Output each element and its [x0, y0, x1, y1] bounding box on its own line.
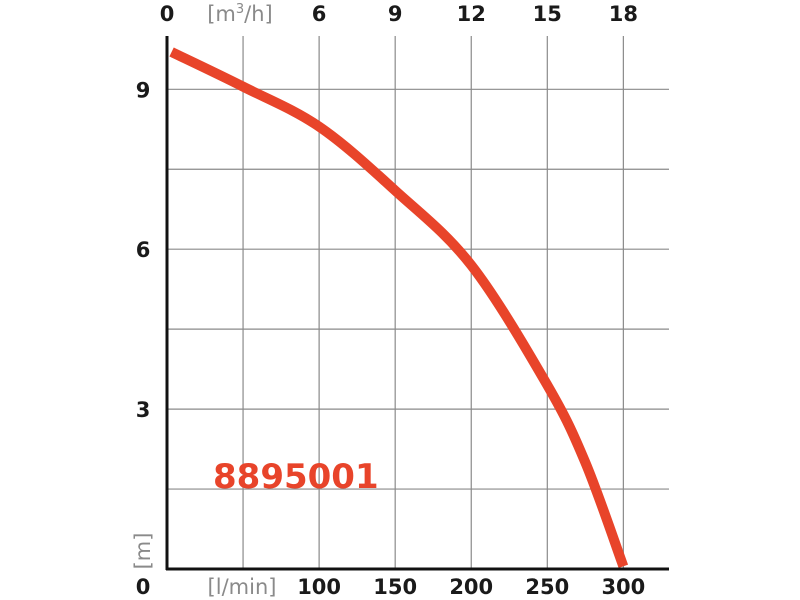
x-bottom-tick-label: 200 [449, 575, 493, 599]
x-top-tick-label: 6 [312, 2, 327, 26]
series-label-8895001: 8895001 [213, 457, 379, 497]
x-bottom-tick-label: 300 [601, 575, 645, 599]
x-top-tick-label: 0 [160, 2, 175, 26]
x-bottom-tick-label: 250 [525, 575, 569, 599]
x-bottom-tick-label: 150 [373, 575, 417, 599]
x-top-tick-label: 18 [609, 2, 638, 26]
x-bottom-unit-label: [l/min] [208, 575, 277, 599]
x-bottom-tick-label: 100 [297, 575, 341, 599]
y-unit-label: [m] [131, 533, 155, 570]
x-top-tick-label: 15 [533, 2, 562, 26]
x-top-tick-label: 12 [457, 2, 486, 26]
series-line-8895001 [169, 47, 629, 569]
y-tick-label: 9 [136, 78, 151, 102]
y-tick-label: 6 [136, 238, 151, 262]
x-bottom-tick-label: 0 [136, 575, 151, 599]
y-tick-label: 3 [136, 398, 151, 422]
x-top-unit-label: [m3/h] [207, 2, 273, 26]
x-top-tick-label: 9 [388, 2, 403, 26]
